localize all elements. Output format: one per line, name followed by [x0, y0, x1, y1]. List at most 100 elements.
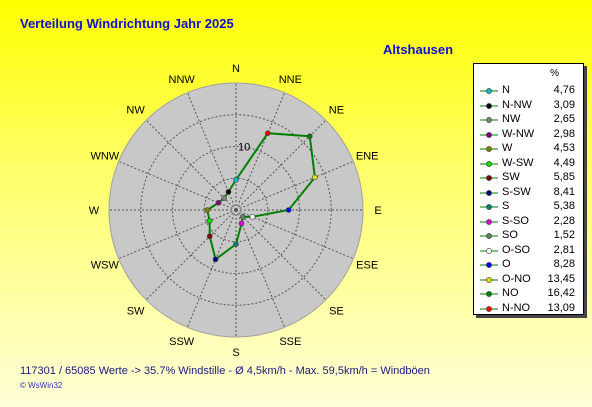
legend-swatch: [480, 131, 498, 138]
spoke-WSW: [118, 209, 237, 260]
legend-item-value: 2,65: [553, 113, 575, 125]
direction-label-SE: SE: [329, 305, 344, 317]
direction-label-E: E: [374, 205, 381, 217]
legend-item: W-NW 2,98: [474, 128, 583, 142]
ring-label: 10: [238, 142, 250, 154]
direction-label-W: W: [89, 205, 100, 217]
software-credit: © WsWin32: [20, 381, 63, 390]
legend-swatch: [480, 88, 498, 94]
wind-rose-chart: 10 N NNE NE ENE E ESE SE SSE S SSW SW WSW W WNW NW NNW: [89, 63, 382, 359]
legend-swatch: [480, 204, 498, 210]
spoke-SW: [145, 209, 237, 301]
legend-item-value: 2,98: [553, 127, 575, 140]
station-name: Altshausen: [383, 42, 454, 57]
legend-item-name: W-NW: [502, 127, 535, 140]
legend-item-value: 3,09: [553, 98, 575, 111]
legend-item-value: 4,76: [553, 84, 575, 96]
data-point-SSE: [238, 220, 245, 227]
legend-item-value: 8,28: [553, 258, 575, 270]
legend-swatch: [480, 233, 498, 239]
legend-item-name: NW: [502, 113, 521, 125]
data-point-N: [233, 176, 239, 183]
legend-item-name: SW: [502, 171, 520, 183]
legend-item: O 8,28: [474, 258, 583, 272]
direction-label-N: N: [232, 63, 240, 75]
legend-swatch: [480, 160, 498, 167]
legend-unit: %: [550, 68, 559, 79]
legend-item-name: O: [502, 258, 511, 270]
data-point-NW: [221, 195, 227, 201]
legend-swatch: [480, 218, 498, 225]
legend-item-name: W-SW: [502, 156, 534, 169]
legend-item-name: SO: [502, 229, 518, 241]
legend-item-name: S: [502, 200, 510, 212]
legend-item: W-SW 4,49: [474, 157, 583, 171]
legend-swatch: [480, 276, 498, 283]
legend-item: NW 2,65: [474, 113, 583, 127]
legend-swatch: [480, 102, 498, 109]
direction-label-WSW: WSW: [91, 259, 120, 271]
legend-item-value: 13,09: [547, 301, 575, 314]
direction-label-NW: NW: [126, 105, 145, 117]
spoke-ENE: [235, 160, 354, 211]
legend-item-value: 8,41: [553, 185, 575, 198]
legend-item-value: 4,49: [553, 156, 575, 169]
grid-ring-2: [172, 146, 300, 274]
direction-label-NNE: NNE: [279, 74, 302, 86]
direction-label-SSW: SSW: [169, 336, 195, 348]
legend-item-name: NO: [502, 287, 519, 299]
legend-item-value: 4,53: [553, 142, 575, 154]
data-point-NNE: [265, 130, 271, 137]
direction-label-ESE: ESE: [356, 259, 378, 271]
data-point-E: [285, 207, 292, 213]
spoke-NNE: [235, 92, 286, 211]
legend-swatch: [480, 291, 498, 297]
legend-item-value: 1,52: [553, 229, 575, 241]
direction-label-WNW: WNW: [90, 151, 119, 163]
data-point-SW: [206, 233, 213, 240]
direction-label-NE: NE: [329, 105, 344, 117]
legend-swatch: [480, 305, 498, 312]
spoke-ESE: [235, 209, 354, 260]
data-point-WSW: [206, 218, 213, 224]
legend-swatch: [480, 146, 498, 152]
direction-label-NNW: NNW: [169, 74, 196, 86]
legend-item: SW 5,85: [474, 171, 583, 185]
spoke-SSE: [235, 209, 286, 328]
legend-swatch: [480, 247, 498, 254]
legend-item-value: 16,42: [547, 287, 575, 299]
legend-item: SO 1,52: [474, 229, 583, 243]
legend-item-name: N-NO: [502, 301, 531, 314]
legend-item: O-NO 13,45: [474, 273, 583, 287]
legend-item-value: 13,45: [547, 272, 575, 285]
data-point-WNW: [215, 199, 222, 206]
legend-item: S-SW 8,41: [474, 186, 583, 200]
legend-item-name: O-NO: [502, 272, 531, 285]
legend-item-value: 2,28: [553, 214, 575, 227]
data-point-SE: [240, 214, 246, 220]
legend-item-name: W: [502, 142, 513, 154]
legend-item: S-SO 2,28: [474, 215, 583, 229]
direction-label-SSE: SSE: [279, 336, 301, 348]
legend-item-value: 5,85: [553, 171, 575, 183]
legend-item-name: N: [502, 84, 510, 96]
legend-item-name: N-NW: [502, 98, 532, 111]
legend-item-value: 2,81: [553, 243, 575, 256]
direction-label-SW: SW: [127, 305, 145, 317]
legend-swatch: [480, 262, 498, 268]
grid-ring-3: [140, 114, 332, 306]
legend-item: S 5,38: [474, 200, 583, 214]
data-point-ENE: [312, 174, 318, 181]
legend-item: N-NW 3,09: [474, 99, 583, 113]
legend: % N 4,76 N-NW 3,09 NW 2,65 W-NW 2,98 W 4,53 W-SW 4,…: [473, 63, 584, 315]
legend-item: N 4,76: [474, 84, 583, 98]
data-point-NE: [306, 133, 313, 140]
legend-item-name: O-SO: [502, 243, 531, 256]
spoke-SSW: [186, 209, 237, 328]
chart-title: Verteilung Windrichtung Jahr 2025: [20, 16, 234, 31]
direction-label-S: S: [232, 347, 239, 359]
data-point-W: [204, 207, 211, 213]
statistics-footer: 117301 / 65085 Werte -> 35.7% Windstille…: [20, 365, 430, 377]
legend-item-name: S-SW: [502, 185, 531, 198]
spoke-SE: [235, 209, 327, 301]
